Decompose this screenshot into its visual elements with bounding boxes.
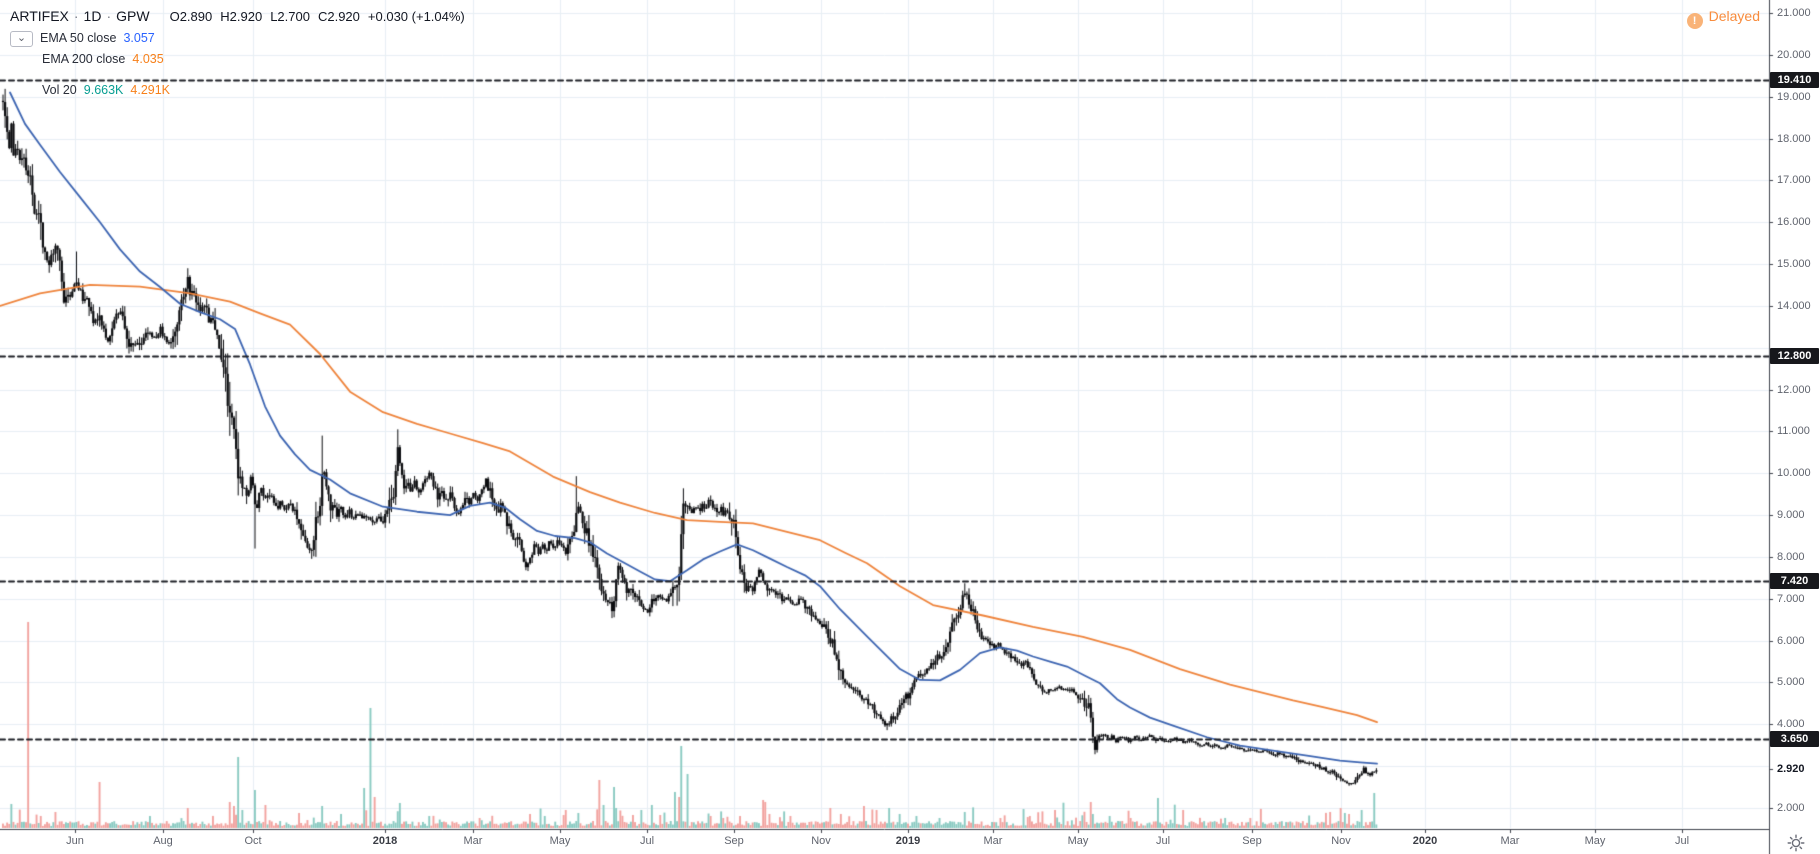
separator-dot: · — [106, 8, 112, 24]
legend: ARTIFEX · 1D · GPW O2.890 H2.920 L2.700 C2.920 +0… — [10, 6, 465, 99]
separator-dot: · — [73, 8, 79, 24]
price-axis-label: 8.000 — [1777, 550, 1805, 563]
price-axis[interactable]: 21.000 20.000 19.000 18.000 17.000 16.000 15.0… — [1770, 0, 1820, 829]
time-axis-label: Jul — [1674, 835, 1690, 847]
price-level-badge: 12.800 — [1770, 348, 1819, 365]
settings-gear-icon[interactable] — [1787, 834, 1805, 852]
time-axis-label: Nov — [811, 835, 831, 847]
price-axis-label: 5.000 — [1777, 676, 1805, 689]
price-axis-label: 20.000 — [1777, 48, 1811, 61]
price-axis-label: 14.000 — [1777, 299, 1811, 312]
exchange: GPW — [116, 8, 150, 24]
time-axis-label: Mar — [983, 835, 1003, 847]
time-axis-label: Aug — [153, 835, 173, 847]
time-axis-label: May — [1584, 835, 1606, 847]
legend-row-ema200[interactable]: EMA 200 close 4.035 — [10, 50, 465, 68]
time-axis-label: Jul — [639, 835, 655, 847]
price-axis-label: 15.000 — [1777, 258, 1811, 271]
time-axis-label: Jul — [1155, 835, 1171, 847]
time-axis-label: 2020 — [1412, 835, 1438, 847]
ohlc-values: O2.890 H2.920 L2.700 C2.920 — [162, 9, 360, 24]
price-level-badge: 7.420 — [1770, 573, 1819, 590]
volume-label: Vol 20 — [42, 83, 77, 97]
time-axis-label: Nov — [1331, 835, 1351, 847]
time-axis-label: May — [549, 835, 571, 847]
last-price-label: 2.920 — [1777, 763, 1805, 776]
price-axis-label: 6.000 — [1777, 634, 1805, 647]
legend-row-ema50[interactable]: ⌄ EMA 50 close 3.057 — [10, 29, 465, 47]
exclamation-circle-icon: ! — [1686, 13, 1703, 29]
chevron-down-icon[interactable]: ⌄ — [10, 31, 33, 47]
delayed-label: Delayed — [1708, 8, 1760, 24]
price-axis-label: 4.000 — [1777, 718, 1805, 731]
price-axis-label: 19.000 — [1777, 90, 1811, 103]
time-axis-label: 2018 — [372, 835, 398, 847]
time-axis-label: Oct — [244, 835, 262, 847]
price-level-badge: 3.650 — [1770, 730, 1819, 747]
open-label: O — [169, 9, 180, 24]
low-value: 2.700 — [277, 9, 310, 24]
low-label: L — [270, 9, 278, 24]
price-level-badge: 19.410 — [1770, 71, 1819, 88]
price-axis-label: 11.000 — [1777, 425, 1810, 438]
price-axis-label: 2.000 — [1777, 801, 1805, 814]
price-axis-label: 21.000 — [1777, 7, 1811, 19]
price-change: +0.030 (+1.04%) — [367, 9, 465, 24]
time-axis-label: Mar — [1500, 835, 1520, 847]
delayed-badge[interactable]: ! Delayed — [1686, 7, 1760, 29]
close-label: C — [317, 9, 328, 24]
legend-row-volume[interactable]: Vol 20 9.663K 4.291K — [10, 81, 465, 99]
time-axis-label: Sep — [724, 835, 744, 847]
symbol-name[interactable]: ARTIFEX — [10, 8, 69, 24]
ema50-label: EMA 50 close — [40, 31, 117, 45]
time-axis-label: Mar — [463, 835, 483, 847]
price-axis-label: 18.000 — [1777, 132, 1811, 145]
time-axis[interactable]: Jun Aug Oct 2018 Mar May Jul Sep Nov 2019 Mar May Ju… — [0, 830, 1769, 854]
price-axis-label: 12.000 — [1777, 383, 1811, 396]
ema200-label: EMA 200 close — [42, 52, 126, 66]
price-axis-label: 10.000 — [1777, 467, 1811, 480]
time-axis-label: May — [1067, 835, 1089, 847]
close-value: 2.920 — [327, 9, 360, 24]
volume-value: 9.663K — [83, 83, 124, 97]
symbol-title-row[interactable]: ARTIFEX · 1D · GPW O2.890 H2.920 L2.700 C2.920 +0… — [10, 6, 465, 26]
ema200-value: 4.035 — [132, 52, 164, 66]
price-axis-label: 7.000 — [1777, 592, 1805, 605]
open-value: 2.890 — [179, 9, 213, 24]
price-axis-label: 17.000 — [1777, 174, 1811, 187]
high-value: 2.920 — [229, 9, 263, 24]
interval[interactable]: 1D — [83, 8, 102, 24]
price-axis-label: 9.000 — [1777, 509, 1805, 522]
price-axis-label: 16.000 — [1777, 216, 1811, 229]
volume-ma-value: 4.291K — [130, 83, 171, 97]
time-axis-label: 2019 — [895, 835, 921, 847]
ema50-value: 3.057 — [123, 31, 155, 45]
high-label: H — [220, 9, 230, 24]
time-axis-label: Jun — [66, 835, 84, 847]
time-axis-label: Sep — [1242, 835, 1262, 847]
